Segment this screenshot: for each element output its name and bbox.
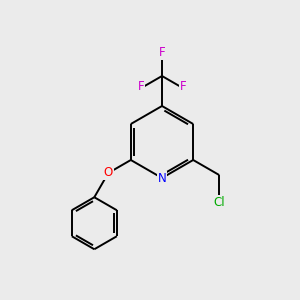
Text: F: F <box>180 80 186 94</box>
Text: O: O <box>104 167 113 179</box>
Text: F: F <box>159 46 165 59</box>
Text: Cl: Cl <box>213 196 225 208</box>
Text: N: N <box>158 172 166 184</box>
Text: F: F <box>138 80 144 94</box>
